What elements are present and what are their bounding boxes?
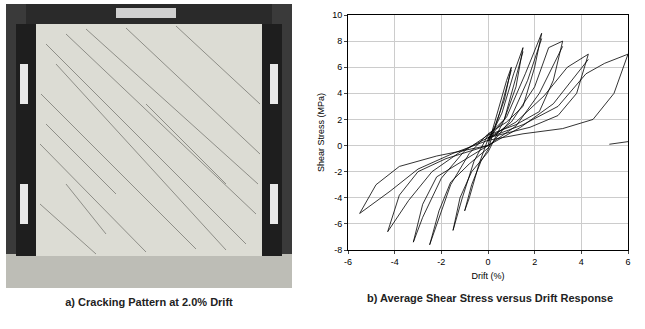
svg-text:-2: -2 — [437, 257, 445, 267]
svg-text:-6: -6 — [344, 257, 352, 267]
html-text:b) Average Shear Stress versus: b) Average Shear Stress versus Drift Res… — [366, 292, 614, 304]
svg-text:-4: -4 — [334, 193, 342, 203]
svg-text:0: 0 — [337, 141, 342, 151]
svg-text:4: 4 — [579, 257, 584, 267]
svg-text:10: 10 — [332, 10, 342, 20]
svg-text:6: 6 — [625, 257, 630, 267]
svg-text:Drift (%): Drift (%) — [472, 271, 505, 281]
svg-text:-6: -6 — [334, 219, 342, 229]
svg-text:-2: -2 — [334, 167, 342, 177]
svg-text:8: 8 — [337, 36, 342, 46]
svg-text:-8: -8 — [334, 245, 342, 255]
svg-text:Shear Stress (MPa): Shear Stress (MPa) — [316, 93, 326, 172]
html-text:a) Cracking Pattern at 2.0% Dr: a) Cracking Pattern at 2.0% Drift — [65, 296, 233, 308]
svg-text:6: 6 — [337, 62, 342, 72]
svg-text:4: 4 — [337, 88, 342, 98]
svg-text:2: 2 — [532, 257, 537, 267]
svg-text:-4: -4 — [391, 257, 399, 267]
svg-text:0: 0 — [485, 257, 490, 267]
svg-text:2: 2 — [337, 115, 342, 125]
